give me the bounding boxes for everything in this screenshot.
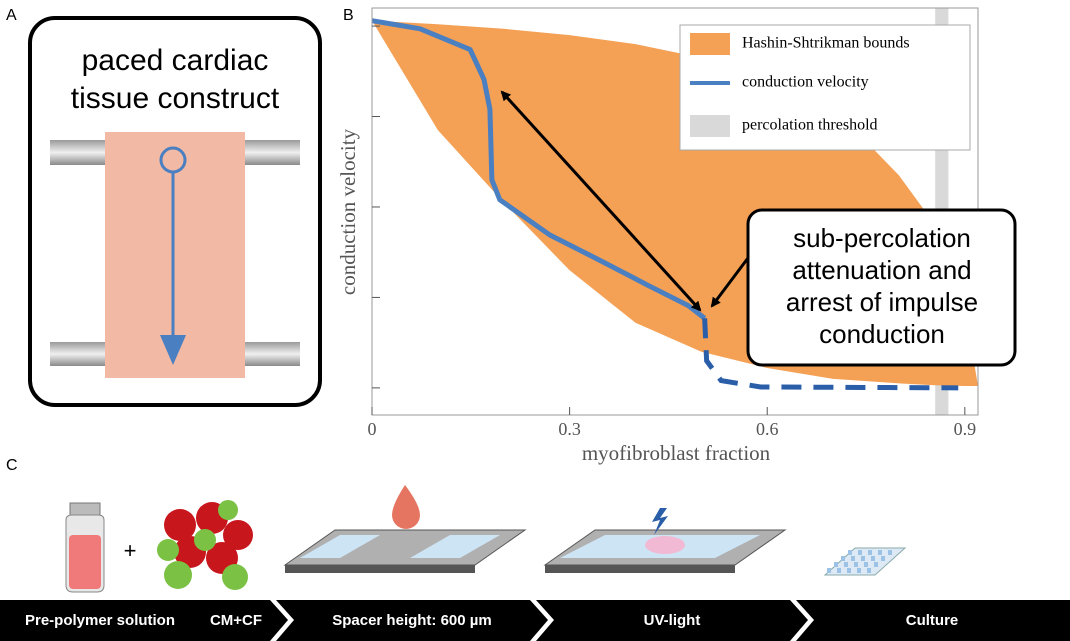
x-tick-label: 0.3 [558,419,581,439]
well [867,568,871,573]
well [888,550,892,555]
panel-title: tissue construct [71,82,280,115]
well [841,556,845,561]
step-label: Pre-polymer solution [25,612,175,629]
legend-label: Hashin-Shtrikman bounds [742,35,910,52]
well [868,550,872,555]
legend-label: conduction velocity [742,74,869,91]
x-tick-label: 0 [368,419,377,439]
step-label: Culture [906,612,959,629]
panel-title: paced cardiac [82,44,269,77]
cells [157,500,253,590]
step-label: UV-light [644,612,701,629]
rod [50,140,110,165]
panel-label: A [6,7,17,24]
x-tick-label: 0.9 [954,419,977,439]
well [844,562,848,567]
legend-swatch [690,115,730,137]
panel-label: B [343,7,354,24]
well [874,562,878,567]
spacer-plate [285,485,525,573]
page: {"panel_a": {"label": "A", "title": ["pa… [0,0,1070,641]
uv-plate [545,508,785,573]
well [861,556,865,561]
well [827,568,831,573]
legend-swatch [690,33,730,55]
panel-label: C [6,457,18,474]
well [857,568,861,573]
legend-label: percolation threshold [742,117,878,134]
step-label: Spacer height: 600 µm [332,612,492,629]
rod [240,342,300,366]
bottle [66,503,104,592]
rod [240,140,300,165]
well [878,550,882,555]
well [851,556,855,561]
step-label: CM+CF [210,612,262,629]
annotation: conduction [819,319,945,349]
plus: + [124,538,137,563]
well [871,556,875,561]
y-axis-label: conduction velocity [336,128,360,295]
well [834,562,838,567]
rod [50,342,110,366]
x-tick-label: 0.6 [756,419,779,439]
annotation: arrest of impulse [786,287,978,317]
well [881,556,885,561]
well [854,562,858,567]
annotation: sub-percolation [793,223,971,253]
culture-plate [825,548,905,575]
well [858,550,862,555]
well [864,562,868,567]
well [848,550,852,555]
figure: A paced cardiac tissue construct B 0 0.3 0… [0,0,1070,641]
annotation: attenuation and [792,255,971,285]
well [847,568,851,573]
x-axis-label: myofibroblast fraction [582,441,771,465]
well [837,568,841,573]
